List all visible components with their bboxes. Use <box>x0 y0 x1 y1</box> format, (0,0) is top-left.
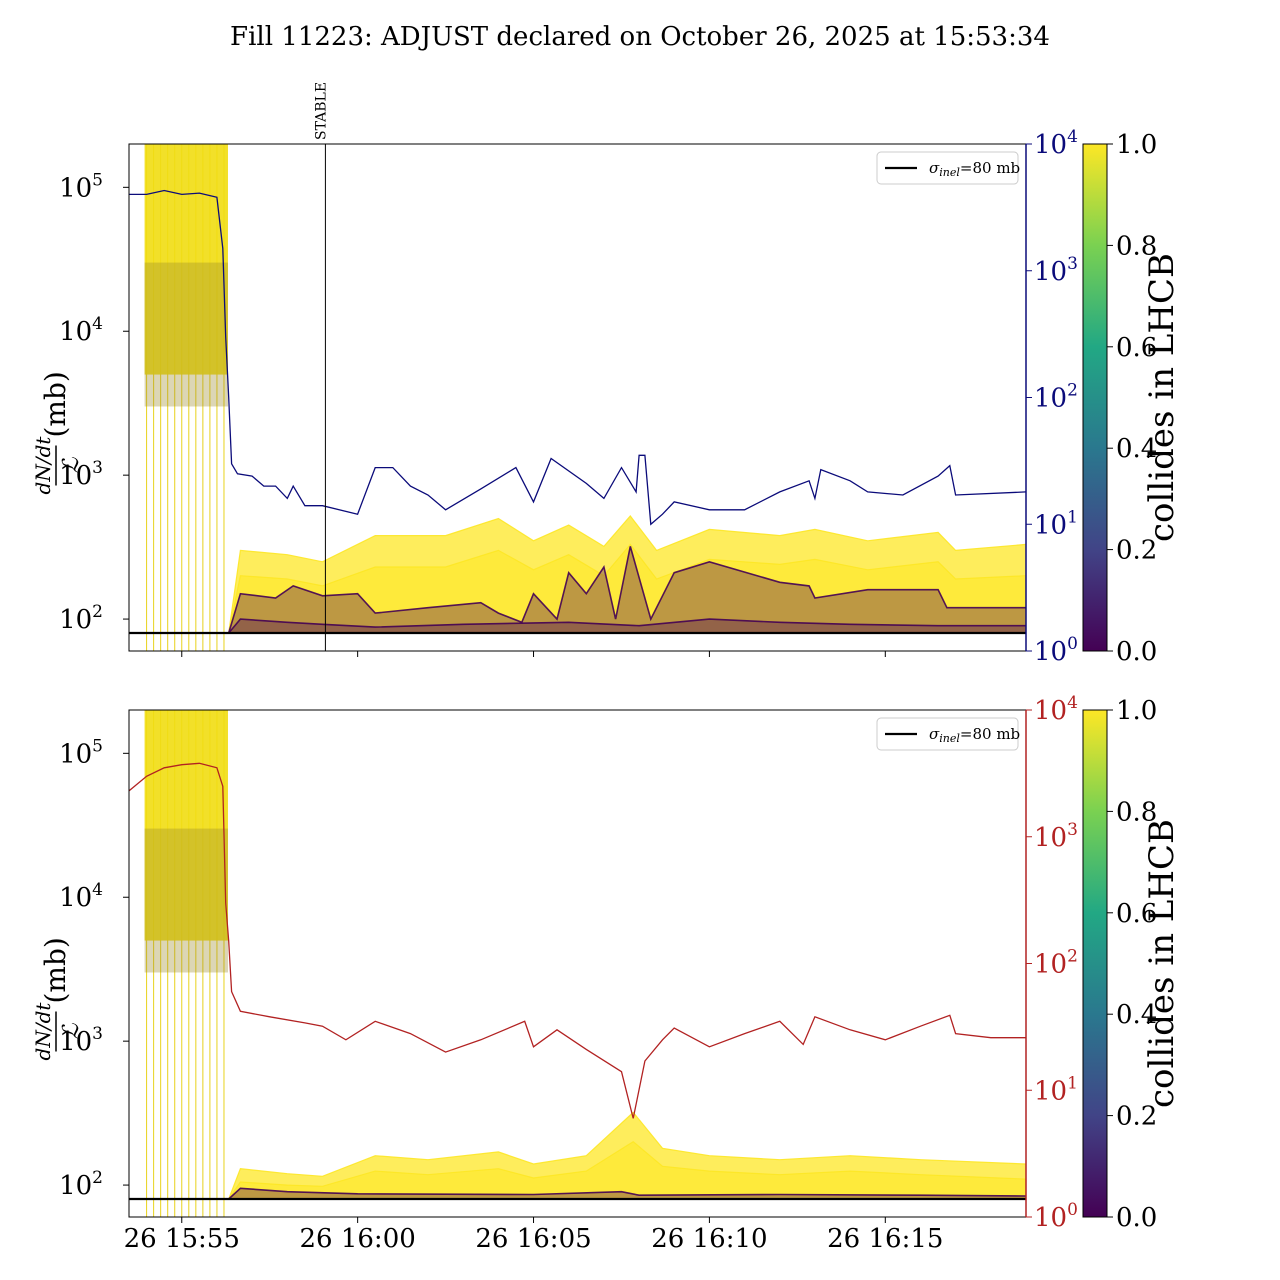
top-colorbar-tick-label-5: 1.0 <box>1116 130 1157 160</box>
top-colorbar-tick-label-0: 0.0 <box>1116 637 1157 667</box>
top-band-line-2 <box>227 546 1026 634</box>
bottom-ylabel-denominator: ℒ <box>59 1022 84 1039</box>
top-colorbar-tick-label-3: 0.6 <box>1116 333 1157 363</box>
top-colorbar-tick-label-4: 0.8 <box>1116 231 1157 261</box>
top-band-3 <box>228 619 1026 633</box>
bottom-legend <box>876 717 1019 751</box>
top-plot-area <box>129 144 1026 651</box>
bottom-legend-text: σinel=80 mb <box>929 725 1020 745</box>
top-colorbar-label: collides in LHCB <box>1142 253 1182 542</box>
bottom-band-line-0 <box>228 1111 1026 1200</box>
bottom-colorbar-label: collides in LHCB <box>1142 819 1182 1108</box>
xtick-label-2: 26 16:05 <box>475 1224 591 1254</box>
bottom-ylabel: dN/dt ℒ (mb) <box>31 937 84 1060</box>
bottom-band-line-1 <box>228 1140 1026 1200</box>
bottom-spike-lines <box>144 710 228 1217</box>
bottom-ytick-label-3: 105 <box>59 736 103 769</box>
bottom-axes-frame <box>128 709 1027 1218</box>
top-spike-band-fill <box>144 144 228 375</box>
top-legend-text: σinel=80 mb <box>929 159 1020 179</box>
bottom-secondary-tick-label-3: 103 <box>1034 820 1078 853</box>
bottom-band-1 <box>228 1141 1026 1199</box>
bottom-spike-band-shade <box>144 828 228 973</box>
bottom-plot-area <box>129 710 1026 1217</box>
bottom-band-line-2 <box>228 1187 1026 1200</box>
top-secondary-line <box>129 189 1026 526</box>
top-legend <box>876 151 1019 185</box>
top-colorbar <box>1082 143 1108 652</box>
bottom-ytick-label-1: 103 <box>59 1024 103 1057</box>
bottom-ytick-label-2: 104 <box>59 880 103 913</box>
bottom-colorbar-tick-label-3: 0.6 <box>1116 899 1157 929</box>
figure-title: Fill 11223: ADJUST declared on October 2… <box>230 22 1050 52</box>
bottom-ylabel-unit: (mb) <box>39 937 72 1003</box>
bottom-secondary-tick-label-1: 101 <box>1034 1073 1078 1106</box>
top-secondary-tick-label-4: 104 <box>1034 127 1078 160</box>
xtick-label-0: 26 15:55 <box>124 1224 240 1254</box>
xtick-label-4: 26 16:15 <box>827 1224 943 1254</box>
bottom-colorbar-tick-label-1: 0.2 <box>1116 1102 1157 1132</box>
top-spike-lines <box>144 144 228 651</box>
top-ytick-label-1: 103 <box>59 458 103 491</box>
bottom-ylabel-numerator: dN/dt <box>31 1002 55 1061</box>
xtick-label-3: 26 16:10 <box>651 1224 767 1254</box>
xtick-label-1: 26 16:00 <box>300 1224 416 1254</box>
bottom-colorbar-tick-label-2: 0.4 <box>1116 1000 1157 1030</box>
top-spike-band-shade <box>144 262 228 407</box>
top-colorbar-tick-label-2: 0.4 <box>1116 434 1157 464</box>
top-ylabel-denominator: ℒ <box>59 456 84 473</box>
top-event-marker-label: STABLE <box>313 82 329 140</box>
top-band-2 <box>228 546 1026 633</box>
top-ylabel: dN/dt ℒ (mb) <box>31 371 84 494</box>
top-ylabel-numerator: dN/dt <box>31 436 55 495</box>
bottom-secondary-tick-label-2: 102 <box>1034 947 1078 980</box>
bottom-colorbar <box>1082 709 1108 1218</box>
bottom-ytick-label-0: 102 <box>59 1168 103 1201</box>
top-secondary-tick-label-0: 100 <box>1034 634 1078 667</box>
bottom-colorbar-tick-label-4: 0.8 <box>1116 797 1157 827</box>
bottom-colorbar-tick-label-0: 0.0 <box>1116 1203 1157 1233</box>
bottom-colorbar-tick-label-5: 1.0 <box>1116 696 1157 726</box>
top-band-line-3 <box>228 618 1026 634</box>
top-secondary-tick-label-2: 102 <box>1034 381 1078 414</box>
bottom-secondary-tick-label-4: 104 <box>1034 693 1078 726</box>
top-band-line-1 <box>228 543 1026 634</box>
bottom-spike-band-fill <box>144 710 228 941</box>
top-bunch-bands <box>227 515 1026 634</box>
top-secondary-tick-label-1: 101 <box>1034 507 1078 540</box>
top-secondary-tick-label-3: 103 <box>1034 254 1078 287</box>
top-colorbar-tick-label-1: 0.2 <box>1116 536 1157 566</box>
top-band-line-0 <box>228 515 1026 634</box>
bottom-secondary-tick-label-0: 100 <box>1034 1200 1078 1233</box>
top-band-1 <box>228 544 1026 633</box>
top-ylabel-unit: (mb) <box>39 371 72 437</box>
top-ytick-label-3: 105 <box>59 170 103 203</box>
bottom-secondary-line <box>129 762 1026 1119</box>
bottom-bunch-bands <box>228 1111 1026 1200</box>
top-ytick-label-2: 104 <box>59 314 103 347</box>
top-ytick-label-0: 102 <box>59 602 103 635</box>
